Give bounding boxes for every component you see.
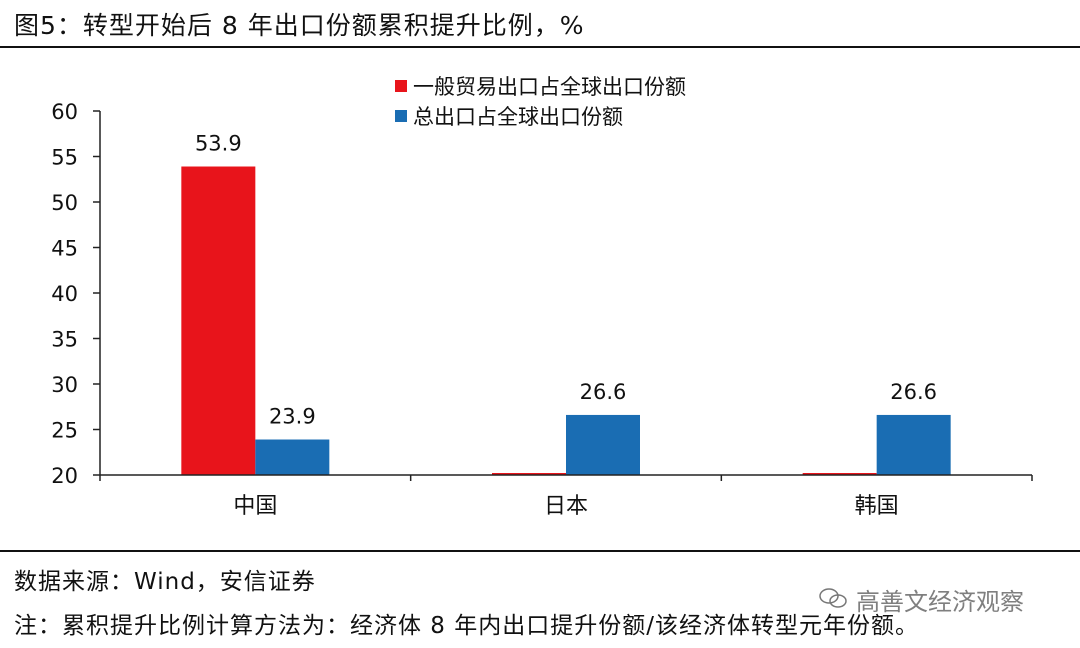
y-axis: 20 25 30 35 40 45 50 55 60 <box>51 100 101 488</box>
legend-label: 一般贸易出口占全球出口份额 <box>413 75 686 99</box>
y-tick-label: 50 <box>51 191 78 215</box>
x-tick-label: 日本 <box>544 494 588 519</box>
y-tick-label: 35 <box>51 328 78 352</box>
y-tick-label: 30 <box>51 373 78 397</box>
data-label: 26.6 <box>580 380 627 404</box>
x-tick-label: 韩国 <box>855 494 899 519</box>
data-label: 23.9 <box>269 405 316 429</box>
bar <box>255 439 330 475</box>
bar <box>181 166 256 475</box>
bars <box>181 166 951 475</box>
legend-swatch <box>395 80 407 92</box>
wechat-icon <box>819 588 847 608</box>
y-tick-label: 45 <box>51 237 78 261</box>
y-tick-label: 40 <box>51 282 78 306</box>
legend-label: 总出口占全球出口份额 <box>413 105 623 129</box>
data-label: 53.9 <box>195 132 242 156</box>
y-tick-label: 55 <box>51 146 78 170</box>
y-tick-label: 20 <box>51 464 78 488</box>
figure-title: 图5：转型开始后 8 年出口份额累积提升比例，% <box>14 11 585 40</box>
bar-chart: 20 25 30 35 40 45 50 55 60 53.9 23.9 26.6 26.6 中国 日本… <box>51 75 1033 519</box>
x-tick-label: 中国 <box>233 494 277 519</box>
legend-swatch <box>395 110 407 122</box>
y-tick-label: 60 <box>51 100 78 124</box>
data-source: 数据来源：Wind，安信证券 <box>14 569 316 595</box>
top-rule <box>0 46 1080 48</box>
footnote: 注：累积提升比例计算方法为：经济体 8 年内出口提升份额/该经济体转型元年份额。 <box>14 613 920 639</box>
bar <box>876 414 951 475</box>
bar <box>566 414 640 475</box>
x-axis: 中国 日本 韩国 <box>99 474 1033 519</box>
data-label: 26.6 <box>890 380 937 404</box>
watermark: 高善文经济观察 <box>856 588 1024 616</box>
data-labels: 53.9 23.9 26.6 26.6 <box>195 132 937 429</box>
y-tick-label: 25 <box>51 419 78 443</box>
bottom-rule <box>0 550 1080 552</box>
